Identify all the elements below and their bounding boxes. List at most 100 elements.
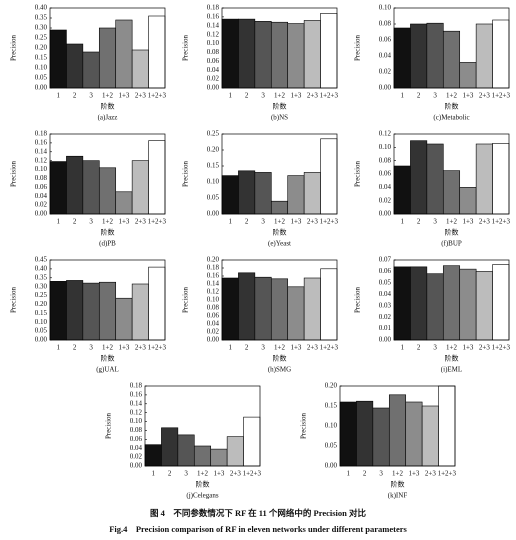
bar xyxy=(226,436,244,467)
x-axis-label: 阶数 xyxy=(196,480,210,489)
y-tick-label: 0.01 xyxy=(379,324,392,332)
x-tick-label: 3 xyxy=(379,470,383,478)
x-tick-label: 2+3 xyxy=(230,470,241,478)
bar xyxy=(221,18,239,89)
x-tick-label: 2+3 xyxy=(135,218,146,226)
y-tick-label: 0.10 xyxy=(325,422,338,430)
y-axis-label: Precision xyxy=(10,34,18,61)
x-tick-label: 1+3 xyxy=(462,344,473,352)
y-tick-label: 0.14 xyxy=(207,21,220,29)
x-tick-label: 2+3 xyxy=(307,344,318,352)
x-tick-label: 1 xyxy=(228,344,232,352)
y-tick-label: 0.00 xyxy=(379,210,392,218)
bar xyxy=(238,18,256,89)
bar xyxy=(221,277,239,341)
y-tick-label: 0.06 xyxy=(130,435,143,443)
plot-frame xyxy=(393,133,510,215)
subtitle: (g)UAL xyxy=(96,366,119,374)
plot-frame xyxy=(221,133,338,215)
bar xyxy=(475,143,493,215)
y-tick-label: 0.16 xyxy=(35,138,48,146)
subtitle: (d)PB xyxy=(99,240,116,248)
bar xyxy=(475,271,493,341)
bar xyxy=(438,385,456,467)
x-tick-label: 3 xyxy=(261,218,265,226)
x-tick-label: 1+2 xyxy=(392,470,403,478)
bar xyxy=(210,448,228,467)
x-tick-label: 1 xyxy=(151,470,155,478)
bar xyxy=(82,51,100,89)
x-axis-label: 阶数 xyxy=(101,228,115,237)
bar xyxy=(131,49,149,89)
y-tick-label: 0.05 xyxy=(379,278,392,286)
y-tick-label: 0.30 xyxy=(35,24,48,32)
bar xyxy=(410,140,428,215)
y-tick-label: 0.12 xyxy=(379,130,392,138)
x-tick-label: 1+2 xyxy=(274,344,285,352)
bar xyxy=(254,172,272,215)
bar xyxy=(492,143,510,215)
y-tick-label: 0.25 xyxy=(35,291,48,299)
bar xyxy=(459,187,477,215)
x-tick-label: 1+2+3 xyxy=(320,344,339,352)
x-tick-label: 1+3 xyxy=(118,92,129,100)
y-tick-label: 0.00 xyxy=(35,336,48,344)
bar xyxy=(303,172,321,215)
bar xyxy=(442,170,461,215)
bar xyxy=(49,29,67,89)
y-tick-label: 0.02 xyxy=(379,68,392,76)
x-tick-label: 1+3 xyxy=(290,92,301,100)
y-tick-label: 0.00 xyxy=(207,210,220,218)
y-tick-label: 0.06 xyxy=(379,170,392,178)
x-tick-label: 2+3 xyxy=(479,218,490,226)
y-tick-label: 0.15 xyxy=(325,402,338,410)
y-tick-label: 0.18 xyxy=(207,4,220,12)
y-tick-label: 0.15 xyxy=(35,54,48,62)
bar xyxy=(426,273,444,341)
x-tick-label: 1+3 xyxy=(462,92,473,100)
y-tick-label: 0.20 xyxy=(325,382,338,390)
bar xyxy=(426,22,444,89)
subtitle: (f)BUP xyxy=(441,240,462,248)
x-tick-label: 2+3 xyxy=(479,92,490,100)
x-axis-label: 阶数 xyxy=(445,102,459,111)
x-tick-label: 2+3 xyxy=(307,92,318,100)
x-tick-label: 1+2+3 xyxy=(320,92,339,100)
bar xyxy=(442,30,461,89)
y-tick-label: 0.05 xyxy=(35,74,48,82)
y-tick-label: 0.08 xyxy=(379,20,392,28)
x-tick-label: 2+3 xyxy=(425,470,436,478)
y-axis-label: Precision xyxy=(354,34,362,61)
subtitle: (e)Yeast xyxy=(268,240,291,248)
y-tick-label: 0.15 xyxy=(35,309,48,317)
x-tick-label: 1+3 xyxy=(290,344,301,352)
y-tick-label: 0.10 xyxy=(35,318,48,326)
bar xyxy=(492,19,510,89)
y-tick-label: 0.14 xyxy=(207,280,220,288)
bar xyxy=(161,427,179,467)
caption-zh: 图 4 不同参数情况下 RF 在 11 个网络中的 Precision 对比 xyxy=(150,508,367,518)
y-tick-label: 0.25 xyxy=(35,34,48,42)
x-tick-label: 1+2+3 xyxy=(320,218,339,226)
bar xyxy=(442,265,461,341)
x-tick-label: 2 xyxy=(417,344,421,352)
x-tick-label: 1+2 xyxy=(446,218,457,226)
bar xyxy=(98,167,117,215)
x-tick-label: 1 xyxy=(56,92,60,100)
y-tick-label: 0.02 xyxy=(207,75,220,83)
y-tick-label: 0.14 xyxy=(130,399,143,407)
y-tick-label: 0.04 xyxy=(207,66,220,74)
y-tick-label: 0.03 xyxy=(379,301,392,309)
x-tick-label: 3 xyxy=(433,218,437,226)
y-tick-label: 0.06 xyxy=(207,312,220,320)
x-tick-label: 3 xyxy=(89,218,93,226)
plot-frame xyxy=(221,259,338,341)
x-tick-label: 2 xyxy=(363,470,367,478)
y-axis-label: Precision xyxy=(354,286,362,313)
y-tick-label: 0.18 xyxy=(35,130,48,138)
bar xyxy=(148,266,166,341)
y-axis-label: Precision xyxy=(105,412,113,439)
y-tick-label: 0.12 xyxy=(207,30,220,38)
plot-frame xyxy=(339,385,456,467)
bar xyxy=(115,191,133,215)
